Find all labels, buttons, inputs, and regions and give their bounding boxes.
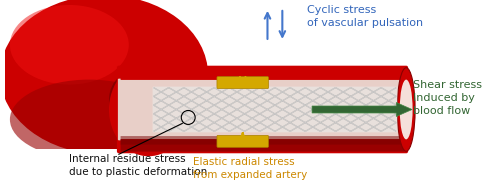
FancyBboxPatch shape [120,136,405,145]
FancyBboxPatch shape [120,67,405,80]
FancyBboxPatch shape [152,87,398,132]
Ellipse shape [10,80,168,159]
FancyBboxPatch shape [118,79,407,140]
FancyBboxPatch shape [120,139,405,152]
Text: Shear stress
Induced by
blood flow: Shear stress Induced by blood flow [413,80,482,116]
FancyArrow shape [312,102,412,117]
Ellipse shape [0,0,208,154]
Ellipse shape [10,5,129,85]
FancyBboxPatch shape [117,66,408,153]
FancyBboxPatch shape [217,77,268,89]
Ellipse shape [400,80,412,139]
Text: Internal residue stress
due to plastic deformation: Internal residue stress due to plastic d… [70,154,207,177]
Bar [0,0,5,186]
Text: Cyclic stress
of vascular pulsation: Cyclic stress of vascular pulsation [307,5,423,28]
Bar [0,149,198,187]
Ellipse shape [109,65,188,134]
FancyBboxPatch shape [217,135,268,147]
Ellipse shape [109,63,188,156]
Ellipse shape [398,68,415,151]
Text: Elastic radial stress
from expanded artery: Elastic radial stress from expanded arte… [193,157,308,180]
